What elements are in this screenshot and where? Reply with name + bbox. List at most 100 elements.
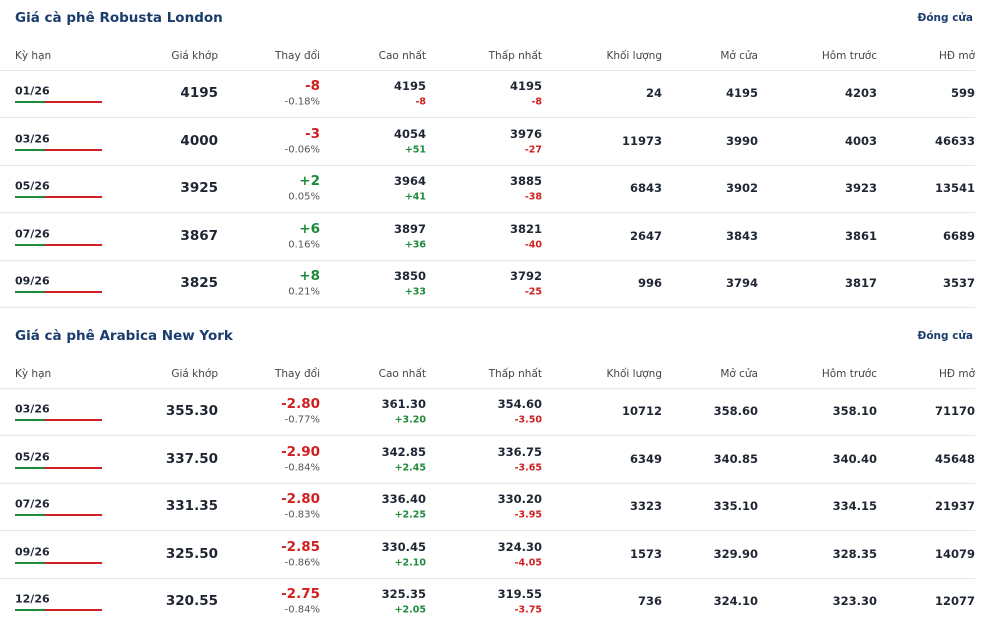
range-bar-green — [15, 609, 45, 611]
previous: 340.40 — [832, 451, 877, 466]
volume: 6349 — [629, 451, 662, 466]
low: 3885 — [509, 174, 542, 188]
range-bar-green — [15, 148, 45, 151]
high-change: +2.25 — [394, 509, 426, 521]
volume: 3323 — [629, 499, 662, 513]
low-change: -25 — [524, 286, 542, 298]
change: +8 — [299, 268, 320, 284]
column-header: Mở cửa — [720, 368, 758, 380]
column-header: Khối lượng — [606, 368, 662, 380]
low: 3792 — [509, 269, 542, 283]
high-change: +36 — [404, 239, 426, 250]
range-bar-green — [15, 291, 45, 293]
change: +6 — [299, 220, 320, 237]
open-interest: 599 — [950, 86, 975, 100]
term: 03/26 — [15, 402, 50, 416]
column-header: Thấp nhất — [488, 368, 542, 380]
volume: 2647 — [629, 228, 662, 243]
price: 355.30 — [165, 403, 218, 419]
high-change: +33 — [404, 286, 426, 298]
high-change: +41 — [404, 191, 426, 203]
change-percent: 0.21% — [288, 286, 320, 298]
high-change: +2.45 — [394, 462, 426, 473]
column-header: HĐ mở — [938, 50, 975, 62]
open-interest: 12077 — [934, 594, 975, 608]
change-percent: 0.16% — [288, 239, 320, 250]
range-bar-red — [45, 514, 102, 516]
high: 3897 — [393, 221, 426, 236]
column-header: Kỳ hạn — [15, 50, 52, 62]
low-change: -3.50 — [514, 414, 542, 426]
row-divider — [0, 530, 975, 531]
open-interest: 14079 — [934, 546, 975, 561]
range-bar-red — [45, 291, 102, 293]
volume: 736 — [637, 594, 662, 608]
previous: 3923 — [844, 181, 877, 195]
term: 09/26 — [15, 545, 50, 558]
range-bar-green — [15, 196, 45, 198]
term: 07/26 — [15, 497, 50, 511]
open-interest: 3537 — [942, 276, 975, 290]
column-header: Thấp nhất — [488, 50, 542, 62]
previous: 4203 — [844, 86, 877, 100]
previous: 334.15 — [832, 499, 877, 513]
open: 3794 — [725, 276, 758, 290]
change: +2 — [299, 173, 320, 189]
change-percent: -0.06% — [284, 144, 320, 155]
high: 336.40 — [381, 492, 426, 506]
price: 3925 — [180, 180, 218, 196]
change-percent: -0.18% — [284, 96, 320, 108]
range-bar-red — [45, 148, 102, 151]
high-change: +51 — [404, 144, 426, 155]
change: -2.75 — [281, 586, 320, 602]
open: 329.90 — [713, 546, 758, 561]
range-bar-red — [45, 243, 102, 246]
open: 3902 — [725, 181, 758, 195]
volume: 11973 — [621, 133, 662, 148]
volume: 996 — [637, 276, 662, 290]
range-bar-green — [15, 243, 45, 246]
column-header: Thay đổi — [274, 50, 320, 62]
term: 12/26 — [15, 592, 50, 606]
open-interest: 71170 — [934, 404, 975, 418]
change-percent: 0.05% — [288, 191, 320, 203]
high: 3850 — [393, 269, 426, 283]
range-bar-green — [15, 514, 45, 516]
range-bar-red — [45, 609, 102, 611]
open: 3843 — [725, 228, 758, 243]
range-bar-red — [45, 101, 102, 103]
change: -2.85 — [281, 538, 320, 555]
low-change: -3.75 — [514, 604, 542, 616]
open-interest: 45648 — [934, 451, 975, 466]
status: Đóng cửa — [917, 330, 973, 342]
low: 330.20 — [497, 492, 542, 506]
price: 331.35 — [165, 498, 218, 514]
open: 4195 — [725, 86, 758, 100]
row-divider — [0, 117, 975, 118]
high: 4054 — [393, 126, 426, 141]
change-percent: -0.77% — [284, 414, 320, 426]
term: 09/26 — [15, 274, 50, 288]
column-header: Thay đổi — [274, 368, 320, 380]
range-bar-green — [15, 419, 45, 421]
price: 325.50 — [165, 545, 218, 562]
row-divider — [0, 164, 975, 166]
change-percent: -0.84% — [284, 462, 320, 473]
previous: 4003 — [844, 133, 877, 148]
term: 07/26 — [15, 227, 50, 240]
open-interest: 21937 — [934, 499, 975, 513]
low-change: -3.65 — [514, 462, 542, 473]
volume: 24 — [645, 86, 662, 100]
open-interest: 6689 — [942, 228, 975, 243]
column-header: Kỳ hạn — [15, 368, 52, 380]
range-bar-red — [45, 466, 102, 469]
range-bar-red — [45, 561, 102, 564]
range-bar-red — [45, 196, 102, 198]
price: 4000 — [180, 132, 218, 149]
low: 3976 — [509, 126, 542, 141]
section-title: Giá cà phê Robusta London — [15, 10, 223, 26]
column-header: HĐ mở — [938, 368, 975, 380]
high: 325.35 — [381, 587, 426, 601]
change-percent: -0.84% — [284, 604, 320, 616]
low-change: -27 — [524, 144, 542, 155]
